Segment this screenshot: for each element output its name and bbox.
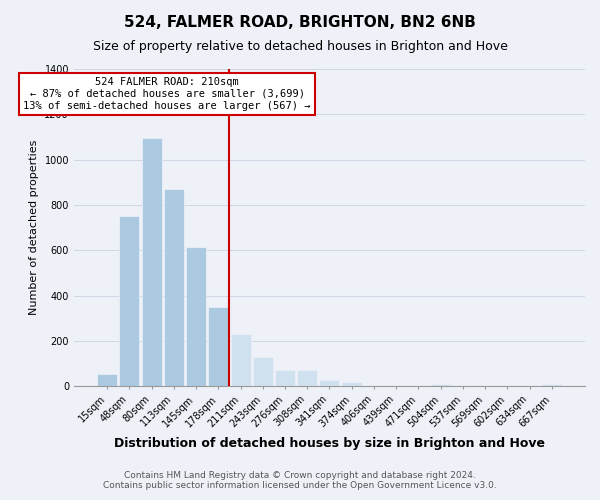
- Bar: [164, 189, 184, 386]
- Bar: [341, 382, 362, 386]
- Text: Size of property relative to detached houses in Brighton and Hove: Size of property relative to detached ho…: [92, 40, 508, 53]
- Y-axis label: Number of detached properties: Number of detached properties: [29, 140, 39, 315]
- Bar: [275, 370, 295, 386]
- Bar: [297, 370, 317, 386]
- Bar: [97, 374, 117, 386]
- Bar: [319, 380, 340, 386]
- Bar: [542, 384, 562, 386]
- Bar: [119, 216, 139, 386]
- Bar: [186, 247, 206, 386]
- Bar: [230, 334, 251, 386]
- Bar: [142, 138, 161, 386]
- Bar: [208, 307, 228, 386]
- Bar: [253, 356, 273, 386]
- Text: 524, FALMER ROAD, BRIGHTON, BN2 6NB: 524, FALMER ROAD, BRIGHTON, BN2 6NB: [124, 15, 476, 30]
- X-axis label: Distribution of detached houses by size in Brighton and Hove: Distribution of detached houses by size …: [114, 437, 545, 450]
- Bar: [431, 384, 451, 386]
- Text: Contains HM Land Registry data © Crown copyright and database right 2024.
Contai: Contains HM Land Registry data © Crown c…: [103, 470, 497, 490]
- Text: 524 FALMER ROAD: 210sqm
← 87% of detached houses are smaller (3,699)
13% of semi: 524 FALMER ROAD: 210sqm ← 87% of detache…: [23, 78, 311, 110]
